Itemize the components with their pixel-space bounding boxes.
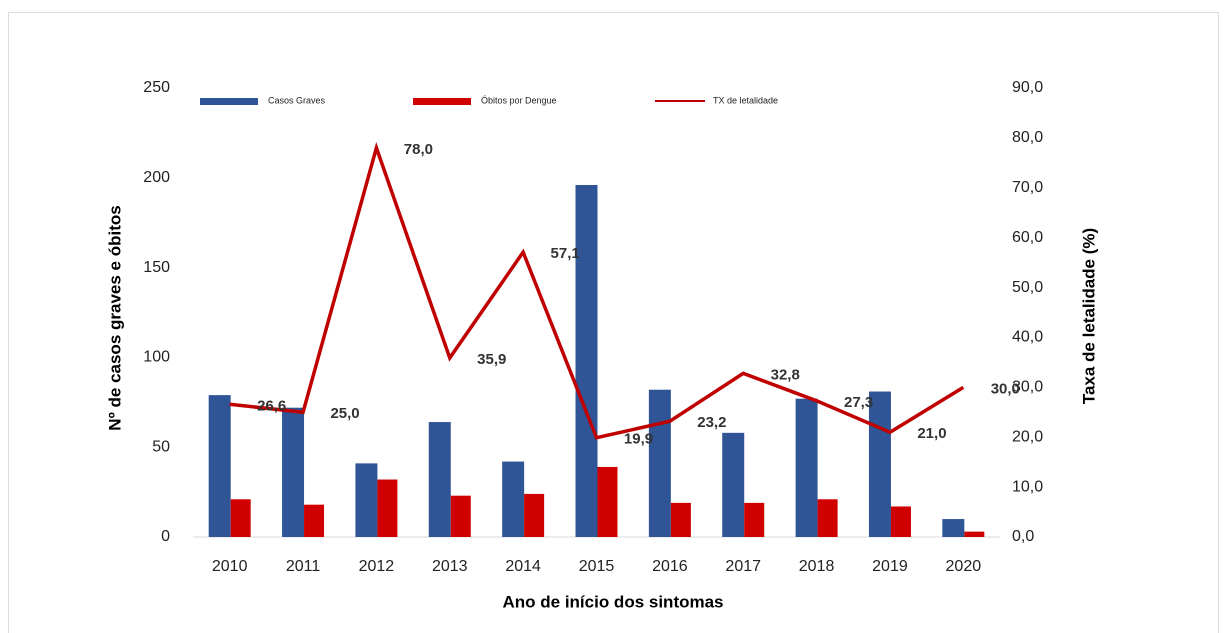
x-tick-label: 2010 xyxy=(212,558,248,575)
bar xyxy=(230,499,251,537)
data-label: 35,9 xyxy=(477,351,506,368)
x-tick-label: 2012 xyxy=(359,558,395,575)
bar xyxy=(304,504,325,537)
data-label: 19,9 xyxy=(624,431,653,448)
y2-tick-label: 50,0 xyxy=(1012,279,1043,296)
data-label: 23,2 xyxy=(697,414,726,431)
bar xyxy=(795,398,818,537)
x-tick-label: 2019 xyxy=(872,558,908,575)
x-axis-title: Ano de início dos sintomas xyxy=(502,592,723,611)
bar xyxy=(377,479,398,537)
y2-tick-label: 90,0 xyxy=(1012,79,1043,96)
legend-swatch xyxy=(200,98,258,105)
bar xyxy=(282,407,305,537)
x-tick-label: 2020 xyxy=(946,558,982,575)
bar xyxy=(575,184,598,537)
y2-tick-label: 60,0 xyxy=(1012,229,1043,246)
data-label: 32,8 xyxy=(771,366,800,383)
data-label: 25,0 xyxy=(330,405,359,422)
bar xyxy=(964,531,985,537)
bar xyxy=(355,463,378,537)
bar xyxy=(722,432,745,537)
data-label: 57,1 xyxy=(551,245,580,262)
data-label: 26,6 xyxy=(257,397,286,414)
y-tick-label: 100 xyxy=(143,349,170,366)
y2-tick-label: 10,0 xyxy=(1012,478,1043,495)
data-label: 78,0 xyxy=(404,141,433,158)
x-tick-label: 2016 xyxy=(652,558,688,575)
data-label: 27,3 xyxy=(844,394,873,411)
frame xyxy=(8,12,1219,633)
x-tick-label: 2013 xyxy=(432,558,468,575)
x-tick-label: 2011 xyxy=(286,558,321,575)
y-tick-label: 200 xyxy=(143,169,170,186)
legend-label: Óbitos por Dengue xyxy=(481,95,557,105)
bar xyxy=(817,499,838,537)
y2-tick-label: 70,0 xyxy=(1012,179,1043,196)
legend-label: Casos Graves xyxy=(268,95,326,105)
bar xyxy=(890,506,911,537)
x-tick-label: 2018 xyxy=(799,558,835,575)
bar xyxy=(208,395,231,537)
bar xyxy=(744,502,765,537)
y-axis-title: Nº de casos graves e óbitos xyxy=(105,205,124,430)
bar xyxy=(428,422,451,537)
bar xyxy=(502,461,525,537)
y2-tick-label: 0,0 xyxy=(1012,528,1034,545)
y2-tick-label: 20,0 xyxy=(1012,428,1043,445)
x-tick-label: 2017 xyxy=(725,558,761,575)
line xyxy=(229,142,965,440)
legend-swatch xyxy=(413,98,471,105)
data-label: 30,0 xyxy=(991,380,1020,397)
bar xyxy=(648,389,671,537)
y2-tick-label: 30,0 xyxy=(1012,379,1043,396)
y2-axis-title: Taxa de letalidade (%) xyxy=(1079,228,1098,404)
bar xyxy=(670,502,691,537)
bar xyxy=(450,495,471,537)
x-tick-label: 2015 xyxy=(579,558,615,575)
bar xyxy=(597,466,618,537)
y-tick-label: 50 xyxy=(152,438,170,455)
bar xyxy=(942,519,965,537)
y-tick-label: 150 xyxy=(143,259,170,276)
bar xyxy=(524,493,545,537)
y-tick-label: 250 xyxy=(143,79,170,96)
y2-tick-label: 40,0 xyxy=(1012,329,1043,346)
y2-tick-label: 80,0 xyxy=(1012,129,1043,146)
x-tick-label: 2014 xyxy=(505,558,541,575)
data-label: 21,0 xyxy=(917,425,946,442)
bar xyxy=(868,391,891,537)
legend-label: TX de letalidade xyxy=(713,95,778,105)
y-tick-label: 0 xyxy=(161,528,170,545)
